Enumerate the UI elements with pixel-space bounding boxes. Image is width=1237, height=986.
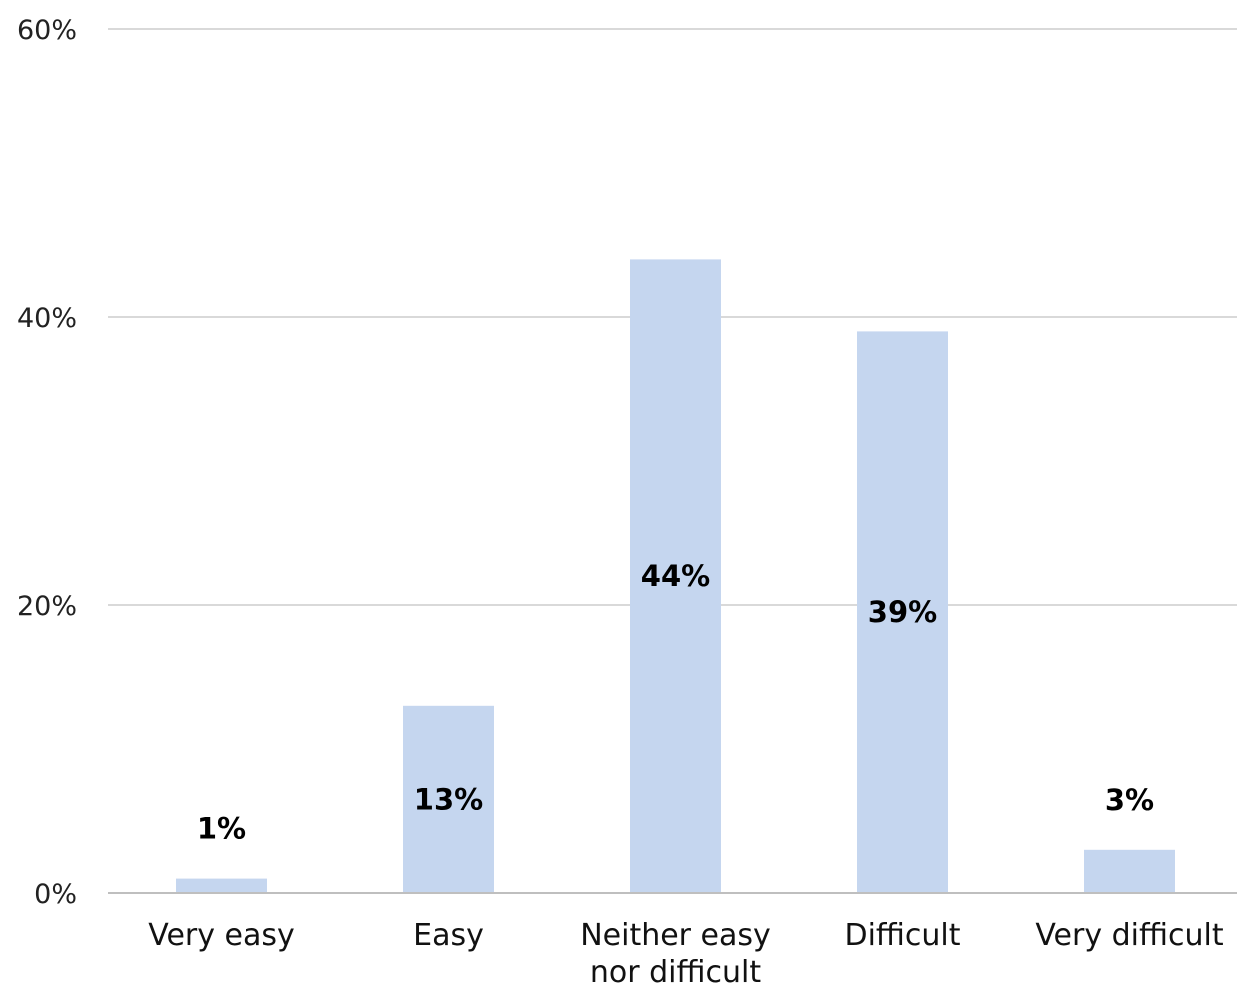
y-axis-tick-labels: 0% 20% 40% 60% (17, 15, 77, 910)
bar (630, 259, 721, 893)
x-category-label: Very easy (148, 918, 295, 953)
x-category-label-line: Very easy (148, 918, 295, 953)
x-category-label-line: Neither easy (580, 918, 771, 953)
bar (1084, 849, 1175, 893)
x-category-label: Very difficult (1035, 918, 1223, 953)
x-category-label-line: Very difficult (1035, 918, 1223, 953)
bar (857, 331, 948, 893)
y-tick-label: 40% (17, 303, 77, 334)
x-axis-category-labels: Very easy Easy Neither easy nor difficult Di… (148, 918, 1224, 986)
y-tick-label: 60% (17, 15, 77, 46)
x-category-label-line: Easy (413, 918, 484, 953)
x-category-label: Easy (413, 918, 484, 953)
data-label: 1% (197, 812, 246, 846)
x-category-label-line: Difficult (844, 918, 960, 953)
bars (176, 259, 1175, 893)
data-label: 3% (1105, 783, 1154, 817)
bar (403, 705, 494, 893)
data-label: 39% (868, 595, 937, 629)
x-category-label-line: nor difficult (590, 955, 761, 986)
bar (176, 878, 267, 893)
data-label: 13% (414, 782, 483, 816)
x-category-label: Neither easy nor difficult (580, 918, 771, 986)
data-labels: 1% 13% 44% 39% 3% (197, 559, 1154, 845)
data-label: 44% (641, 559, 710, 593)
y-tick-label: 0% (34, 879, 77, 910)
x-category-label: Difficult (844, 918, 960, 953)
y-tick-label: 20% (17, 591, 77, 622)
